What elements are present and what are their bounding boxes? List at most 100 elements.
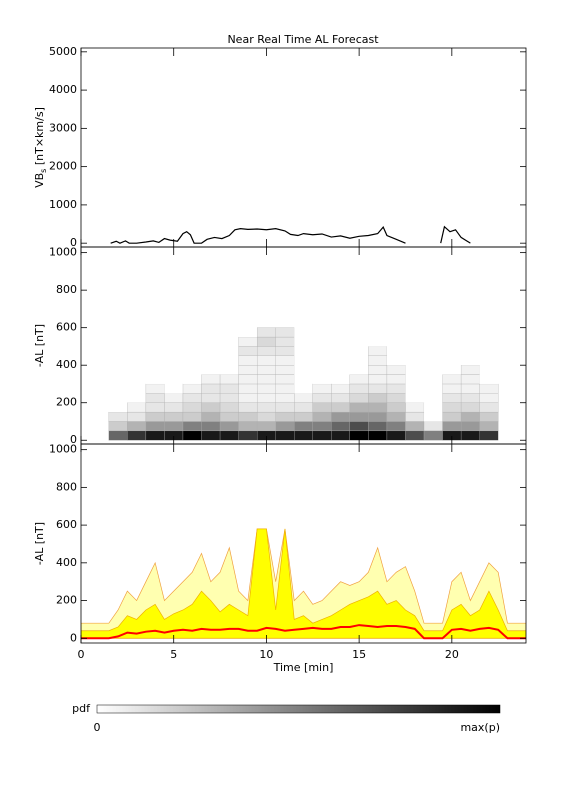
- pdf-cell: [312, 355, 332, 366]
- pdf-cell: [275, 421, 295, 432]
- pdf-cell: [127, 337, 146, 347]
- y-tick-label: 800: [56, 283, 77, 296]
- colorbar: [96, 704, 501, 714]
- y-tick-label: 0: [70, 433, 77, 446]
- pdf-cell: [312, 430, 332, 441]
- pdf-cell: [349, 383, 369, 394]
- pdf-cell: [405, 402, 425, 413]
- pdf-cell: [256, 402, 276, 413]
- pdf-cell: [386, 430, 406, 441]
- pdf-cell: [442, 402, 462, 413]
- pdf-cell: [442, 411, 462, 422]
- pdf-cell: [275, 336, 295, 347]
- pdf-cell: [127, 402, 147, 413]
- pdf-cell: [479, 374, 499, 384]
- pdf-cell: [461, 337, 480, 347]
- pdf-cell: [182, 355, 202, 366]
- pdf-cell: [219, 383, 239, 394]
- pdf-cell: [442, 337, 462, 347]
- pdf-cell: [238, 365, 258, 375]
- pdf-cell: [108, 411, 128, 422]
- pdf-cell: [238, 393, 258, 403]
- pdf-cell: [386, 327, 406, 338]
- y-tick-label: 1000: [49, 198, 77, 211]
- pdf-cell: [386, 402, 406, 413]
- colorbar-min: 0: [94, 721, 101, 734]
- pdf-cell: [479, 365, 499, 375]
- pdf-cell: [220, 365, 239, 375]
- pdf-cell: [460, 402, 480, 413]
- pdf-cell: [424, 327, 443, 338]
- pdf-cell: [349, 327, 369, 338]
- pdf-cell: [312, 365, 332, 375]
- y-axis-label: VBs [nT×km/s]: [33, 107, 48, 188]
- median-line: [81, 624, 526, 640]
- pdf-cell: [312, 393, 332, 403]
- pdf-cell: [331, 421, 351, 432]
- pdf-cell: [294, 421, 313, 432]
- y-tick-label: 5000: [49, 45, 77, 58]
- pdf-cell: [405, 365, 425, 375]
- pdf-cell: [238, 374, 258, 385]
- pdf-cell: [127, 430, 147, 441]
- axes-frame: [80, 47, 527, 248]
- pdf-cell: [219, 421, 239, 432]
- pdf-cell: [145, 411, 165, 422]
- pdf-cell: [386, 411, 406, 422]
- pdf-cell: [164, 393, 184, 403]
- x-axis-label: Time [min]: [273, 661, 334, 674]
- pdf-cell: [479, 421, 499, 432]
- pdf-cell: [201, 374, 221, 385]
- pdf-cell: [220, 355, 239, 366]
- pdf-cell: [145, 327, 165, 338]
- pdf-cell: [127, 411, 147, 422]
- pdf-cell: [368, 374, 388, 385]
- pdf-cell: [201, 327, 221, 338]
- pdf-cell: [331, 393, 351, 403]
- y-tick-label: 400: [56, 556, 77, 569]
- pdf-cell: [108, 383, 128, 394]
- pdf-cell: [331, 402, 351, 413]
- pdf-cell: [182, 393, 202, 403]
- plot-area: [108, 327, 499, 441]
- x-tick-label: 0: [78, 648, 85, 661]
- y-tick-label: 800: [56, 480, 77, 493]
- x-tick-label: 15: [352, 648, 366, 661]
- y-tick-label: 0: [70, 236, 77, 249]
- pdf-cell: [238, 346, 258, 356]
- chart-title: Near Real Time AL Forecast: [227, 33, 379, 46]
- pdf-cell: [164, 411, 184, 422]
- y-tick-label: 2000: [49, 160, 77, 173]
- pdf-cell: [256, 393, 276, 403]
- pdf-cell: [108, 337, 128, 347]
- pdf-cell: [423, 421, 443, 432]
- pdf-cell: [182, 327, 202, 338]
- pdf-cell: [386, 374, 406, 385]
- pdf-cell: [201, 393, 221, 403]
- pdf-cell: [294, 365, 313, 375]
- pdf-cell: [312, 337, 332, 347]
- pdf-cell: [219, 393, 239, 403]
- pdf-cell: [368, 327, 387, 338]
- pdf-cell: [349, 402, 369, 413]
- axes-frame: [80, 443, 527, 644]
- pdf-cell: [164, 402, 184, 413]
- pdf-cell: [368, 383, 388, 394]
- pdf-cell: [331, 411, 351, 422]
- pdf-cell: [349, 393, 369, 403]
- pdf-cell: [164, 365, 183, 375]
- pdf-cell: [331, 327, 350, 338]
- pdf-cell: [182, 365, 202, 375]
- pdf-cell: [294, 327, 313, 338]
- y-label-units: [nT×km/s]: [33, 107, 46, 169]
- pdf-cell: [164, 337, 183, 347]
- pdf-cell: [256, 421, 276, 432]
- pdf-cell: [442, 346, 462, 356]
- pdf-cell: [442, 383, 462, 394]
- pdf-cell: [220, 337, 239, 347]
- pdf-cell: [294, 393, 313, 403]
- pdf-cell: [275, 327, 295, 338]
- pdf-cell: [423, 430, 443, 441]
- pdf-cell: [220, 327, 239, 338]
- pdf-cell: [275, 346, 295, 356]
